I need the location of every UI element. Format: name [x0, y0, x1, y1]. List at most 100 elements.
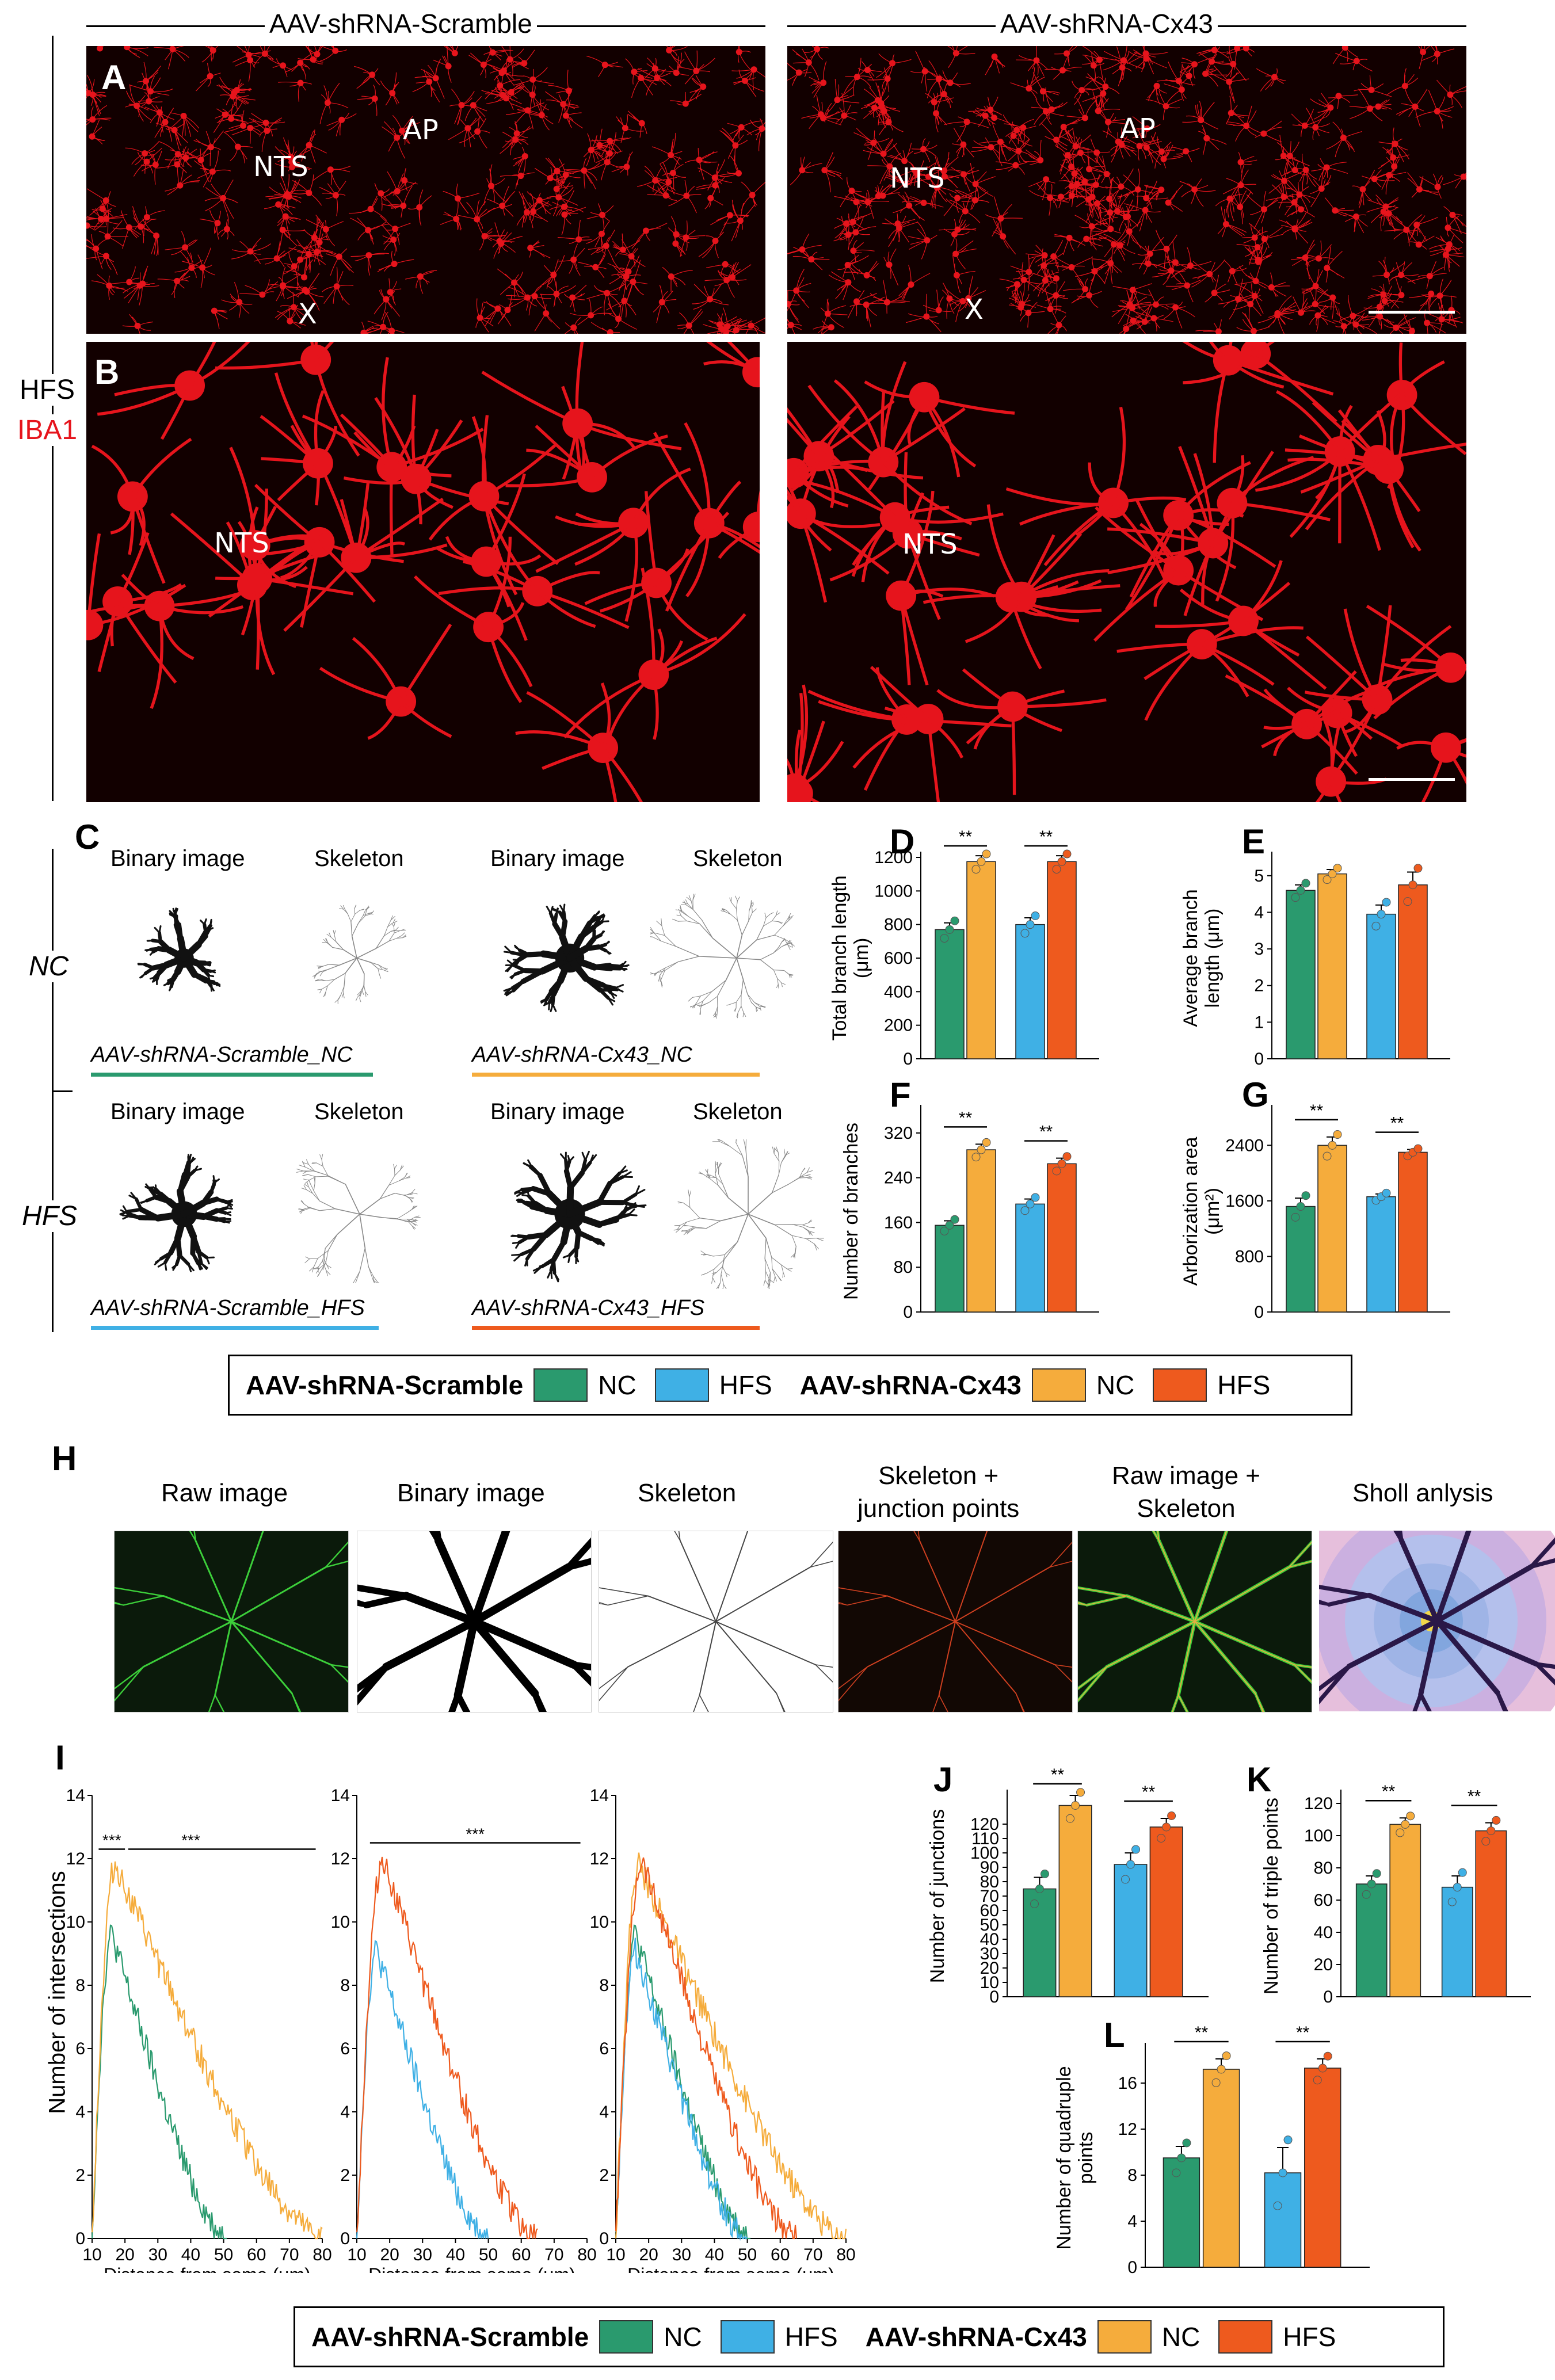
data-point: [1447, 1897, 1457, 1906]
branch: [515, 1241, 521, 1249]
sholl-curve: [356, 1856, 538, 2240]
branch: [315, 978, 321, 981]
branch: [802, 1225, 810, 1228]
branch: [729, 897, 732, 903]
x-tick-label: 50: [214, 2245, 233, 2264]
branch: [319, 1263, 326, 1269]
microglia-process: [1407, 261, 1447, 289]
legend-swatch-cx-nc: [1097, 2320, 1152, 2354]
microglia-process: [1016, 302, 1045, 328]
branch: [115, 1586, 165, 1597]
bar: [1355, 1883, 1388, 1997]
branch: [769, 1279, 775, 1283]
branch: [189, 1531, 197, 1542]
y-tick-label: 6: [599, 2039, 609, 2058]
branch: [122, 1205, 129, 1215]
data-point: [1301, 1191, 1310, 1200]
branch: [326, 1174, 346, 1185]
microglia-process: [1023, 139, 1042, 165]
branch: [565, 1160, 571, 1173]
microglia-process: [923, 289, 953, 312]
significance-label: ***: [181, 1832, 200, 1849]
branch: [736, 958, 761, 960]
microglia-process: [1182, 342, 1334, 463]
branch: [411, 1192, 418, 1195]
microglia-process: [1226, 46, 1251, 70]
branch: [321, 1159, 323, 1167]
data-point: [1031, 1193, 1040, 1202]
microglia-process: [857, 61, 882, 81]
branch: [689, 1191, 692, 1197]
col-binary-image: Binary image: [110, 846, 245, 871]
legend-hfs: HFS: [719, 1370, 772, 1400]
branch: [453, 1618, 478, 1699]
branch: [357, 1584, 410, 1600]
branch: [308, 1164, 315, 1172]
microglia-process: [985, 196, 1023, 237]
microglia-process: [885, 215, 918, 247]
branch: [1534, 1662, 1555, 1686]
microglia-process: [926, 170, 957, 209]
microglia-process: [1375, 194, 1406, 232]
line-chart-i1: 024681012141020304050607080Distance from…: [66, 1786, 332, 2273]
branch: [521, 1194, 530, 1197]
branch: [412, 1223, 416, 1226]
branch: [378, 964, 384, 968]
legend-group1: AAV-shRNA-Scramble: [311, 2322, 589, 2352]
microglia-process: [684, 148, 718, 181]
significance-label: **: [1468, 1787, 1481, 1806]
branch: [296, 1169, 304, 1172]
branch: [599, 1666, 628, 1702]
branch: [711, 1277, 713, 1284]
microglia-process: [277, 304, 306, 329]
branch: [680, 907, 683, 913]
microglia-process: [867, 58, 894, 100]
branch: [1194, 1531, 1228, 1622]
data-point: [1492, 1815, 1501, 1825]
microglia-process: [698, 231, 725, 258]
branch: [799, 1171, 803, 1178]
legend-swatch-scr-nc: [599, 2320, 654, 2354]
branch: [302, 1171, 307, 1174]
y-tick-label: 12: [1118, 2120, 1137, 2139]
branch: [315, 1176, 329, 1177]
branch: [1529, 1537, 1555, 1569]
branch: [765, 1238, 772, 1258]
microglia-process: [306, 46, 323, 63]
microglia-process: [926, 152, 965, 173]
branch: [727, 1197, 749, 1215]
y-tick-label: 40: [1314, 1923, 1333, 1942]
branch: [748, 912, 753, 922]
microglia-process: [1132, 116, 1161, 139]
microglia-process: [1397, 314, 1413, 334]
branch: [700, 1250, 706, 1255]
microglia-process: [1424, 279, 1457, 314]
microglia-process: [1010, 254, 1048, 291]
branch: [764, 913, 767, 918]
branch: [742, 1012, 744, 1017]
branch: [583, 936, 597, 952]
legend-nc: NC: [1096, 1370, 1135, 1400]
branch: [816, 1238, 824, 1241]
microglia-process: [824, 152, 843, 193]
branch: [390, 916, 395, 921]
microglia-process: [275, 292, 306, 321]
microglia-process: [863, 138, 897, 154]
microglia-process: [985, 56, 1005, 75]
microglia-process: [952, 255, 975, 293]
branch: [735, 994, 742, 1003]
branch: [783, 920, 790, 926]
branch: [737, 1005, 742, 1013]
branch: [316, 1162, 323, 1167]
microglia-process: [607, 255, 640, 289]
microglia-process: [804, 46, 829, 65]
microglia-process: [233, 46, 271, 63]
micrograph-b-right-svg: [787, 342, 1466, 802]
microglia-process: [838, 204, 873, 239]
col-binary-image: Binary image: [490, 846, 625, 871]
microglia-process: [1145, 90, 1183, 120]
microglia-process: [1313, 285, 1340, 319]
microglia-process: [502, 121, 532, 148]
significance-label: **: [1310, 1101, 1324, 1120]
branch: [622, 1204, 628, 1213]
